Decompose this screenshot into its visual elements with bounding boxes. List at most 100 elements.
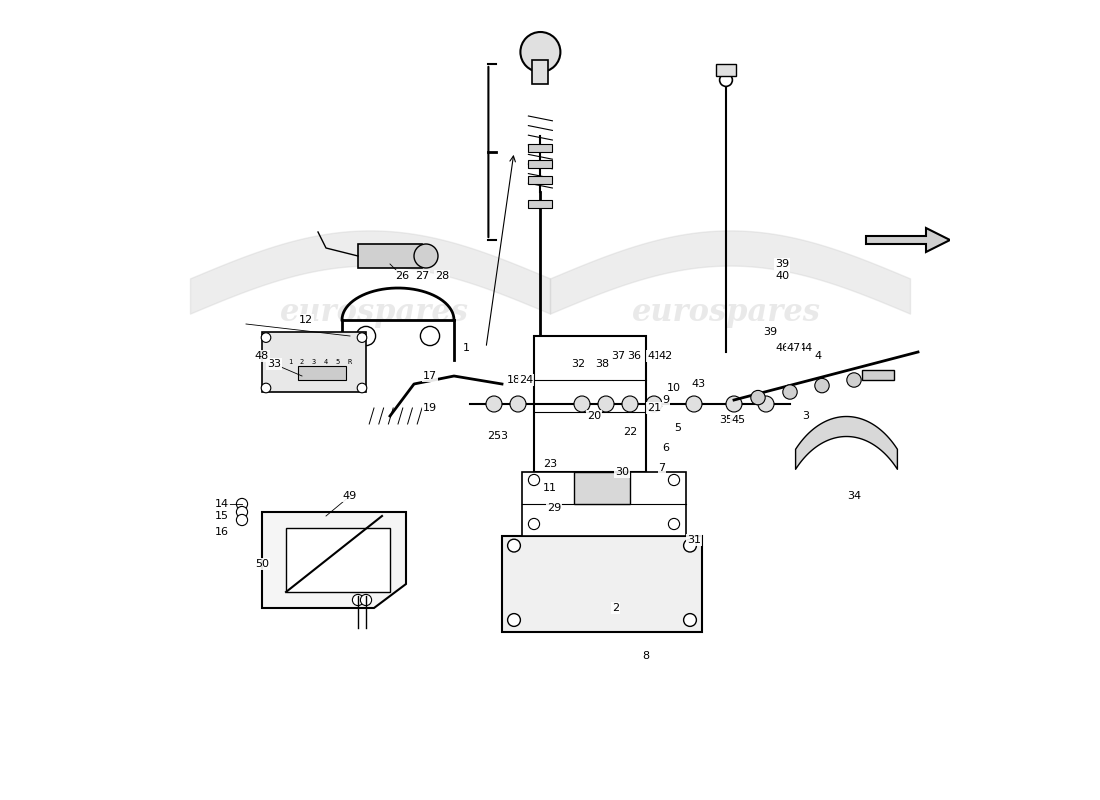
Circle shape	[486, 396, 502, 412]
Bar	[358, 244, 422, 268]
Polygon shape	[286, 528, 390, 592]
Circle shape	[236, 514, 248, 526]
Text: 18: 18	[507, 375, 521, 385]
Text: 41: 41	[647, 351, 661, 361]
Bar	[528, 160, 552, 168]
Text: 11: 11	[543, 483, 557, 493]
Circle shape	[726, 396, 742, 412]
Circle shape	[510, 396, 526, 412]
Text: R: R	[348, 358, 352, 365]
Text: 25: 25	[487, 431, 502, 441]
Circle shape	[847, 373, 861, 387]
Text: 27: 27	[415, 271, 429, 281]
Bar	[534, 336, 646, 472]
Text: 5: 5	[674, 423, 682, 433]
Polygon shape	[866, 228, 950, 252]
Circle shape	[528, 474, 540, 486]
Text: 19: 19	[422, 403, 437, 413]
Bar	[502, 536, 702, 632]
Circle shape	[507, 614, 520, 626]
Text: 49: 49	[343, 491, 358, 501]
Text: 6: 6	[662, 443, 670, 453]
Text: 39: 39	[763, 327, 777, 337]
Text: 47: 47	[786, 343, 801, 353]
Text: 22: 22	[623, 427, 637, 437]
Text: 5: 5	[336, 358, 340, 365]
Circle shape	[669, 518, 680, 530]
Text: 45: 45	[730, 415, 745, 425]
Circle shape	[815, 378, 829, 393]
Text: 37: 37	[610, 351, 625, 361]
Text: 38: 38	[595, 359, 609, 369]
Circle shape	[751, 390, 766, 405]
Circle shape	[352, 594, 364, 606]
Text: 50: 50	[255, 559, 270, 569]
Text: 30: 30	[615, 467, 629, 477]
Bar	[574, 472, 630, 504]
Circle shape	[520, 32, 560, 72]
Bar	[716, 64, 736, 76]
Text: 33: 33	[267, 359, 280, 369]
Text: 40: 40	[774, 271, 789, 281]
Text: 39: 39	[774, 259, 789, 269]
Bar	[862, 370, 894, 380]
Circle shape	[669, 474, 680, 486]
Text: 2: 2	[612, 603, 619, 613]
Circle shape	[361, 594, 372, 606]
Bar	[532, 60, 549, 84]
Text: 14: 14	[214, 499, 229, 509]
Text: 16: 16	[214, 527, 229, 537]
Circle shape	[683, 539, 696, 552]
Text: eurospares: eurospares	[631, 297, 821, 327]
Circle shape	[683, 614, 696, 626]
Text: 21: 21	[647, 403, 661, 413]
Circle shape	[236, 506, 248, 518]
Text: 23: 23	[543, 459, 557, 469]
Text: 15: 15	[214, 511, 229, 521]
Text: eurospares: eurospares	[279, 297, 469, 327]
Text: 4: 4	[323, 358, 328, 365]
Text: 36: 36	[627, 351, 641, 361]
Circle shape	[414, 244, 438, 268]
Bar	[528, 144, 552, 152]
Text: 4: 4	[814, 351, 822, 361]
Text: 43: 43	[691, 379, 705, 389]
Text: 35: 35	[719, 415, 733, 425]
Text: 26: 26	[395, 271, 409, 281]
Text: 44: 44	[799, 343, 813, 353]
Text: 24: 24	[519, 375, 534, 385]
Text: 7: 7	[659, 463, 666, 473]
Text: 12: 12	[299, 315, 314, 325]
Text: 28: 28	[434, 271, 449, 281]
Circle shape	[261, 383, 271, 393]
Bar	[528, 200, 552, 208]
Text: 29: 29	[547, 503, 561, 513]
Text: 31: 31	[688, 535, 701, 545]
Circle shape	[621, 396, 638, 412]
Text: 1: 1	[462, 343, 470, 353]
Text: 3: 3	[312, 358, 316, 365]
Polygon shape	[262, 512, 406, 608]
Text: 34: 34	[847, 491, 861, 501]
Text: 32: 32	[571, 359, 585, 369]
Circle shape	[598, 396, 614, 412]
Circle shape	[236, 498, 248, 510]
Text: 10: 10	[667, 383, 681, 393]
Bar	[528, 176, 552, 184]
Circle shape	[574, 396, 590, 412]
Text: 9: 9	[662, 395, 670, 405]
Circle shape	[528, 518, 540, 530]
Text: 13: 13	[495, 431, 509, 441]
Circle shape	[261, 333, 271, 342]
Circle shape	[783, 385, 798, 399]
Text: 20: 20	[587, 411, 601, 421]
Text: 48: 48	[255, 351, 270, 361]
Circle shape	[719, 74, 733, 86]
Text: 46: 46	[774, 343, 789, 353]
Circle shape	[358, 383, 366, 393]
Circle shape	[758, 396, 774, 412]
Text: 8: 8	[642, 651, 650, 661]
Bar	[298, 366, 346, 380]
Circle shape	[420, 326, 440, 346]
Text: 2: 2	[300, 358, 304, 365]
